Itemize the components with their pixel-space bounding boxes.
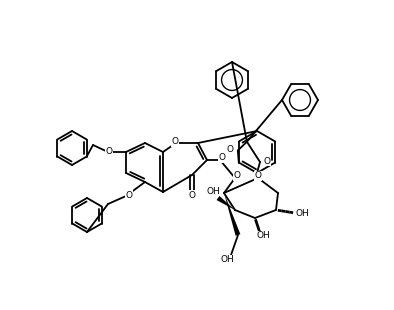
Text: OH: OH — [295, 209, 309, 218]
Text: OH: OH — [256, 232, 270, 241]
Text: O: O — [188, 191, 195, 200]
Text: O: O — [171, 138, 178, 147]
Text: O: O — [255, 171, 262, 180]
Text: O: O — [219, 153, 225, 162]
Text: O: O — [126, 191, 132, 200]
Text: O: O — [227, 145, 234, 154]
Text: O: O — [264, 157, 271, 166]
Polygon shape — [217, 196, 235, 210]
Text: O: O — [234, 171, 240, 180]
Polygon shape — [224, 193, 240, 236]
Text: O: O — [106, 147, 113, 156]
Text: OH: OH — [220, 255, 234, 264]
Text: OH: OH — [206, 187, 220, 196]
